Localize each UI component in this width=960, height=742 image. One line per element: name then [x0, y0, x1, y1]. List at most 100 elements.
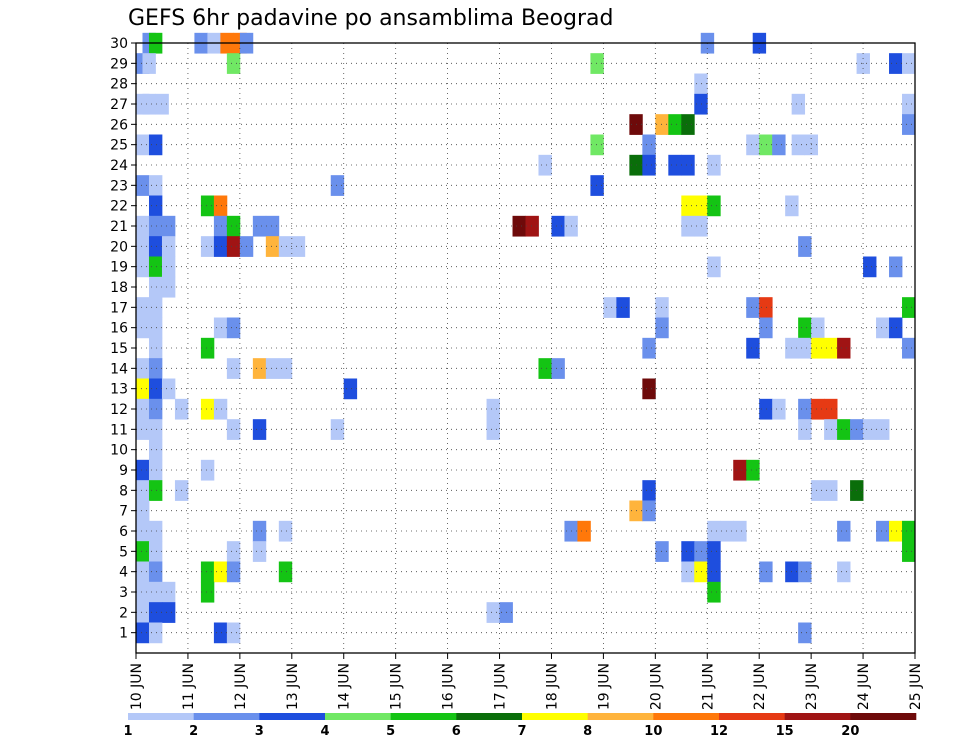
heatmap-cell: [136, 358, 150, 379]
y-tick-label: 17: [110, 300, 128, 316]
colorbar-label: 8: [583, 724, 592, 739]
y-tick-label: 19: [110, 260, 128, 276]
heatmap-cell: [226, 317, 241, 339]
x-tick-label: 11 JUN: [181, 663, 197, 710]
colorbar-swatch: [128, 713, 194, 720]
y-tick-label: 25: [110, 138, 128, 154]
heatmap-cell: [902, 93, 916, 115]
heatmap-cell: [772, 134, 786, 156]
heatmap-cell: [538, 358, 552, 379]
heatmap-cell: [681, 215, 695, 237]
heatmap-cell: [161, 602, 176, 623]
colorbar-label: 20: [841, 724, 859, 739]
heatmap-cell: [136, 561, 150, 583]
y-tick-label: 22: [110, 199, 128, 215]
y-tick-label: 21: [110, 219, 128, 235]
heatmap-cell: [161, 581, 176, 603]
heatmap-cell: [148, 195, 163, 217]
heatmap-cell: [902, 297, 916, 318]
heatmap-cell: [642, 378, 656, 400]
x-tick-label: 16 JUN: [441, 663, 457, 710]
x-tick-label: 23 JUN: [804, 663, 820, 710]
colorbar-label: 15: [776, 724, 794, 739]
x-tick-label: 18 JUN: [544, 663, 560, 710]
x-tick-label: 13 JUN: [285, 663, 301, 710]
heatmap-cell: [551, 215, 565, 237]
heatmap-cell: [148, 317, 163, 339]
heatmap-cell: [707, 541, 721, 562]
heatmap-cell: [265, 358, 280, 379]
x-tick-label: 19 JUN: [596, 663, 612, 710]
heatmap-cell: [226, 622, 241, 644]
x-tick-label: 20 JUN: [648, 663, 664, 710]
colorbar-swatch: [259, 713, 326, 720]
heatmap-cell: [590, 53, 604, 74]
colorbar-swatch: [325, 713, 391, 720]
heatmap-cell: [837, 337, 851, 359]
heatmap-cell: [837, 520, 851, 542]
heatmap-cell: [759, 398, 773, 420]
heatmap-cell: [148, 480, 163, 501]
heatmap-cell: [824, 398, 838, 420]
y-tick-label: 24: [110, 158, 128, 174]
y-tick-label: 3: [119, 585, 128, 601]
heatmap-cell: [200, 459, 215, 481]
heatmap-cell: [148, 581, 163, 603]
heatmap-cell: [525, 215, 539, 237]
heatmap-cell: [798, 622, 812, 644]
heatmap-cell: [161, 256, 176, 278]
x-tick-label: 10 JUN: [129, 663, 145, 710]
heatmap-cell: [655, 297, 669, 318]
y-tick-label: 20: [110, 239, 128, 255]
heatmap-cell: [694, 215, 708, 237]
heatmap-cell: [902, 337, 916, 359]
heatmap-cell: [902, 520, 916, 542]
heatmap-cell: [642, 154, 656, 176]
y-tick-label: 9: [119, 463, 128, 479]
heatmap-cell: [889, 520, 903, 542]
heatmap-cell: [889, 53, 903, 74]
y-tick-label: 15: [110, 341, 128, 357]
heatmap-cell: [798, 561, 812, 583]
heatmap-cell: [136, 398, 150, 420]
colorbar-label: 1: [123, 724, 132, 739]
x-tick-label: 14 JUN: [337, 663, 353, 710]
y-tick-label: 18: [110, 280, 128, 296]
heatmap-cell: [136, 459, 150, 481]
x-tick-label: 24 JUN: [856, 663, 872, 710]
colorbar-label: 4: [320, 724, 329, 739]
heatmap-cell: [278, 561, 293, 583]
colorbar-label: 10: [644, 724, 662, 739]
y-tick-label: 23: [110, 178, 128, 194]
heatmap-cell: [200, 195, 215, 217]
heatmap-cell: [694, 541, 708, 562]
colorbar-label: 12: [710, 724, 728, 739]
heatmap-cell: [136, 520, 150, 542]
heatmap-cell: [148, 541, 163, 562]
heatmap-cell: [136, 541, 150, 562]
heatmap-cell: [746, 297, 760, 318]
colorbar-swatch: [719, 713, 785, 720]
heatmap-cell: [278, 236, 293, 257]
heatmap-cell: [733, 520, 747, 542]
heatmap-cell: [759, 134, 773, 156]
heatmap-cell: [226, 541, 241, 562]
heatmap-cell: [694, 195, 708, 217]
heatmap-cell: [148, 398, 163, 420]
heatmap-cell: [642, 337, 656, 359]
heatmap-cell: [161, 236, 176, 257]
heatmap-cell: [148, 602, 163, 623]
heatmap-cell: [148, 378, 163, 400]
heatmap-cell: [707, 256, 721, 278]
colorbar-swatch: [587, 713, 654, 720]
x-tick-label: 22 JUN: [752, 663, 768, 710]
heatmap-cell: [200, 236, 215, 257]
axes-layer: 1234567891011121314151617181920212223242…: [110, 36, 924, 710]
heatmap-cell: [590, 134, 604, 156]
y-tick-label: 26: [110, 117, 128, 133]
heatmap-cell: [733, 459, 747, 481]
heatmap-cell: [161, 215, 176, 237]
heatmap-cell: [278, 520, 293, 542]
